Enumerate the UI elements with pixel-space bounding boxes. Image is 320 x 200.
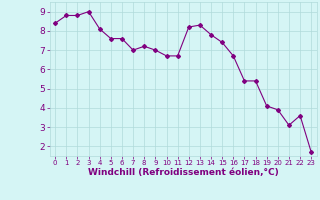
X-axis label: Windchill (Refroidissement éolien,°C): Windchill (Refroidissement éolien,°C) [88,168,279,177]
